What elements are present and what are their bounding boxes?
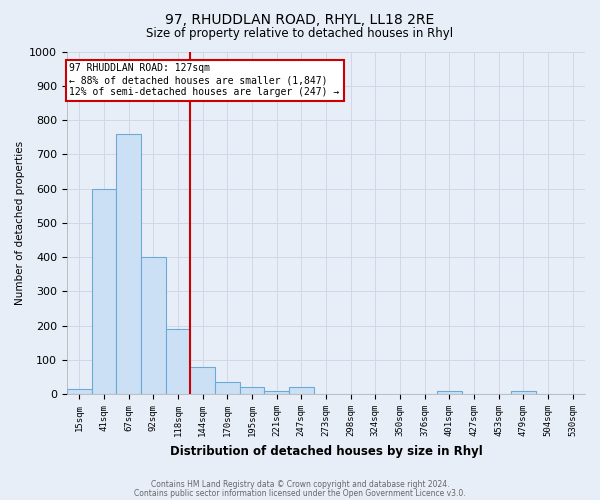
Bar — [239, 388, 264, 394]
Bar — [166, 329, 190, 394]
Text: Contains HM Land Registry data © Crown copyright and database right 2024.: Contains HM Land Registry data © Crown c… — [151, 480, 449, 489]
Bar — [289, 388, 314, 394]
Text: 97 RHUDDLAN ROAD: 127sqm
← 88% of detached houses are smaller (1,847)
12% of sem: 97 RHUDDLAN ROAD: 127sqm ← 88% of detach… — [70, 64, 340, 96]
Bar — [190, 367, 215, 394]
Bar — [264, 392, 289, 394]
Y-axis label: Number of detached properties: Number of detached properties — [15, 141, 25, 305]
Bar — [141, 257, 166, 394]
Bar — [116, 134, 141, 394]
Text: Size of property relative to detached houses in Rhyl: Size of property relative to detached ho… — [146, 28, 454, 40]
Bar — [67, 389, 92, 394]
Bar — [511, 392, 536, 394]
Bar — [215, 382, 239, 394]
X-axis label: Distribution of detached houses by size in Rhyl: Distribution of detached houses by size … — [170, 444, 482, 458]
Text: 97, RHUDDLAN ROAD, RHYL, LL18 2RE: 97, RHUDDLAN ROAD, RHYL, LL18 2RE — [166, 12, 434, 26]
Bar — [437, 392, 461, 394]
Bar — [92, 188, 116, 394]
Text: Contains public sector information licensed under the Open Government Licence v3: Contains public sector information licen… — [134, 488, 466, 498]
